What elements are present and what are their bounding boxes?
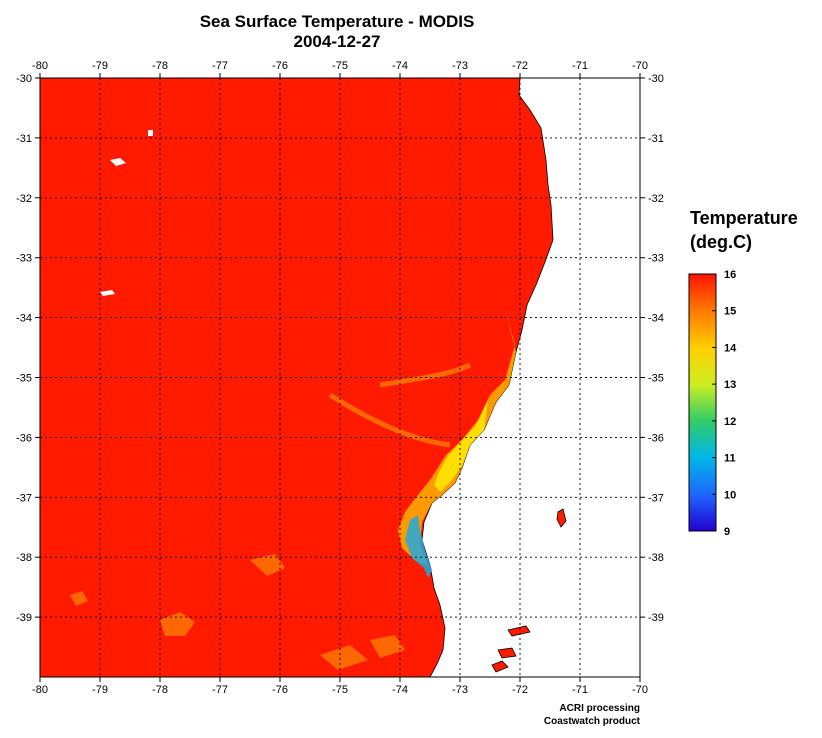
colorbar [688,273,717,532]
cold-core [405,515,432,578]
colorbar-tick-label: 11 [724,453,736,465]
lat-tick-label-right: -32 [648,193,664,205]
lon-tick-label-top: -70 [632,60,648,72]
colorbar-tick-label: 16 [724,269,736,281]
upwelling-core [434,400,488,492]
lon-tick-label-bottom: -80 [32,684,48,696]
colorbar-tick-label: 12 [724,416,736,428]
upwelling-plume [398,310,516,566]
lat-tick-label-left: -35 [16,373,32,385]
lat-tick-label-right: -35 [648,373,664,385]
lat-tick-label-left: -34 [16,313,32,325]
map-title: Sea Surface Temperature - MODIS [199,12,475,31]
colorbar-tick-label: 14 [724,342,737,354]
lat-tick-label-left: -31 [16,133,32,145]
lat-tick-label-left: -37 [16,492,32,504]
lat-tick-label-left: -30 [16,73,32,85]
legend-title-line2: (deg.C) [690,232,752,252]
colorbar-tick-label: 13 [724,379,736,391]
lon-tick-label-bottom: -77 [212,684,228,696]
lon-tick-label-bottom: -78 [152,684,168,696]
lat-tick-label-right: -37 [648,492,664,504]
lon-tick-label-top: -71 [572,60,588,72]
lat-tick-label-left: -38 [16,552,32,564]
lon-tick-label-top: -79 [92,60,108,72]
lat-tick-label-left: -39 [16,612,32,624]
island-2 [491,625,531,673]
colorbar-tick-label: 15 [724,306,736,318]
map-date: 2004-12-27 [293,32,381,51]
lon-tick-label-top: -73 [452,60,468,72]
grid-lines [40,78,640,677]
legend-title-line1: Temperature [690,208,798,228]
lon-tick-label-top: -77 [212,60,228,72]
island-1 [556,508,567,528]
lon-tick-label-bottom: -79 [92,684,108,696]
lon-tick-label-top: -80 [32,60,48,72]
warm-filament [328,362,472,448]
axis-ticks: -80 -80 -79 -79 -78 -78 -77 -77 -76 -76 -75 -75 -74 -… [16,60,664,696]
lon-tick-label-top: -72 [512,60,528,72]
lon-tick-label-bottom: -72 [512,684,528,696]
colorbar-tick-label: 10 [724,489,736,501]
lon-tick-label-bottom: -71 [572,684,588,696]
lon-tick-label-bottom: -70 [632,684,648,696]
lon-tick-label-top: -76 [272,60,288,72]
lat-tick-label-left: -32 [16,193,32,205]
lat-tick-label-right: -33 [648,253,664,265]
lat-tick-label-right: -30 [648,73,664,85]
lon-tick-label-bottom: -73 [452,684,468,696]
colorbar-tick-label: 9 [724,526,730,538]
lat-tick-label-right: -31 [648,133,664,145]
colorbar-ticks: 16 15 14 13 12 11 10 9 [712,269,737,538]
lat-tick-label-left: -36 [16,432,32,444]
credit-product: Coastwatch product [543,716,640,727]
lon-tick-label-top: -75 [332,60,348,72]
lat-tick-label-right: -39 [648,612,664,624]
credit-processing: ACRI processing [559,703,640,714]
lon-tick-label-bottom: -75 [332,684,348,696]
lat-tick-label-right: -36 [648,432,664,444]
lon-tick-label-bottom: -76 [272,684,288,696]
lat-tick-label-left: -33 [16,253,32,265]
lon-tick-label-top: -78 [152,60,168,72]
lat-tick-label-right: -38 [648,552,664,564]
lon-tick-label-top: -74 [392,60,408,72]
lon-tick-label-bottom: -74 [392,684,408,696]
lat-tick-label-right: -34 [648,313,664,325]
